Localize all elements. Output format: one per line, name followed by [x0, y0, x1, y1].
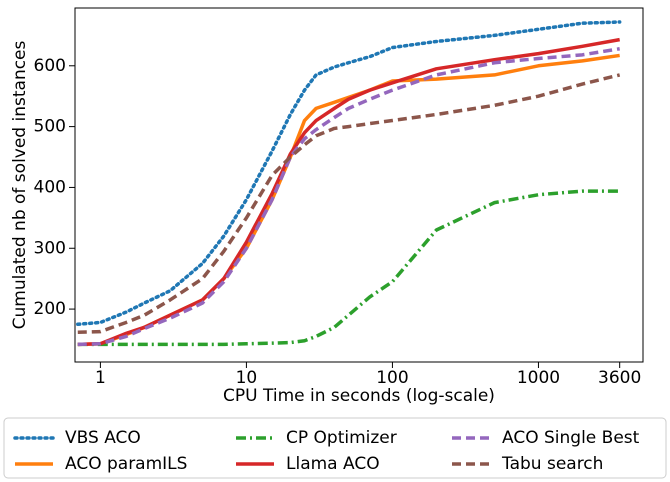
y-tick-label: 600: [34, 56, 66, 76]
y-tick-label: 200: [34, 299, 66, 319]
y-axis-label: Cumulated nb of solved instances: [10, 40, 30, 329]
series-line: [76, 20, 622, 327]
series-line: [77, 37, 620, 347]
series-line: [77, 189, 620, 347]
y-tick-label: 500: [34, 117, 66, 137]
x-axis-label: CPU Time in seconds (log-scale): [223, 386, 495, 406]
plot-frame: [74, 7, 644, 363]
legend-label: ACO Single Best: [502, 428, 640, 448]
y-tick-label: 400: [34, 177, 66, 197]
x-tick-label: 1: [95, 368, 106, 388]
series-line: [77, 73, 621, 334]
series-line: [77, 47, 620, 347]
x-tick-label: 3600: [598, 368, 641, 388]
legend-label: ACO paramILS: [65, 454, 187, 474]
legend-label: VBS ACO: [65, 428, 141, 448]
legend-label: CP Optimizer: [286, 428, 397, 448]
legend-frame: [3, 417, 667, 479]
x-tick-label: 1000: [517, 368, 560, 388]
y-tick-label: 300: [34, 238, 66, 258]
x-tick-label: 10: [236, 368, 258, 388]
x-tick-label: 100: [376, 368, 408, 388]
legend-label: Llama ACO: [286, 454, 380, 474]
legend-label: Tabu search: [501, 454, 603, 474]
